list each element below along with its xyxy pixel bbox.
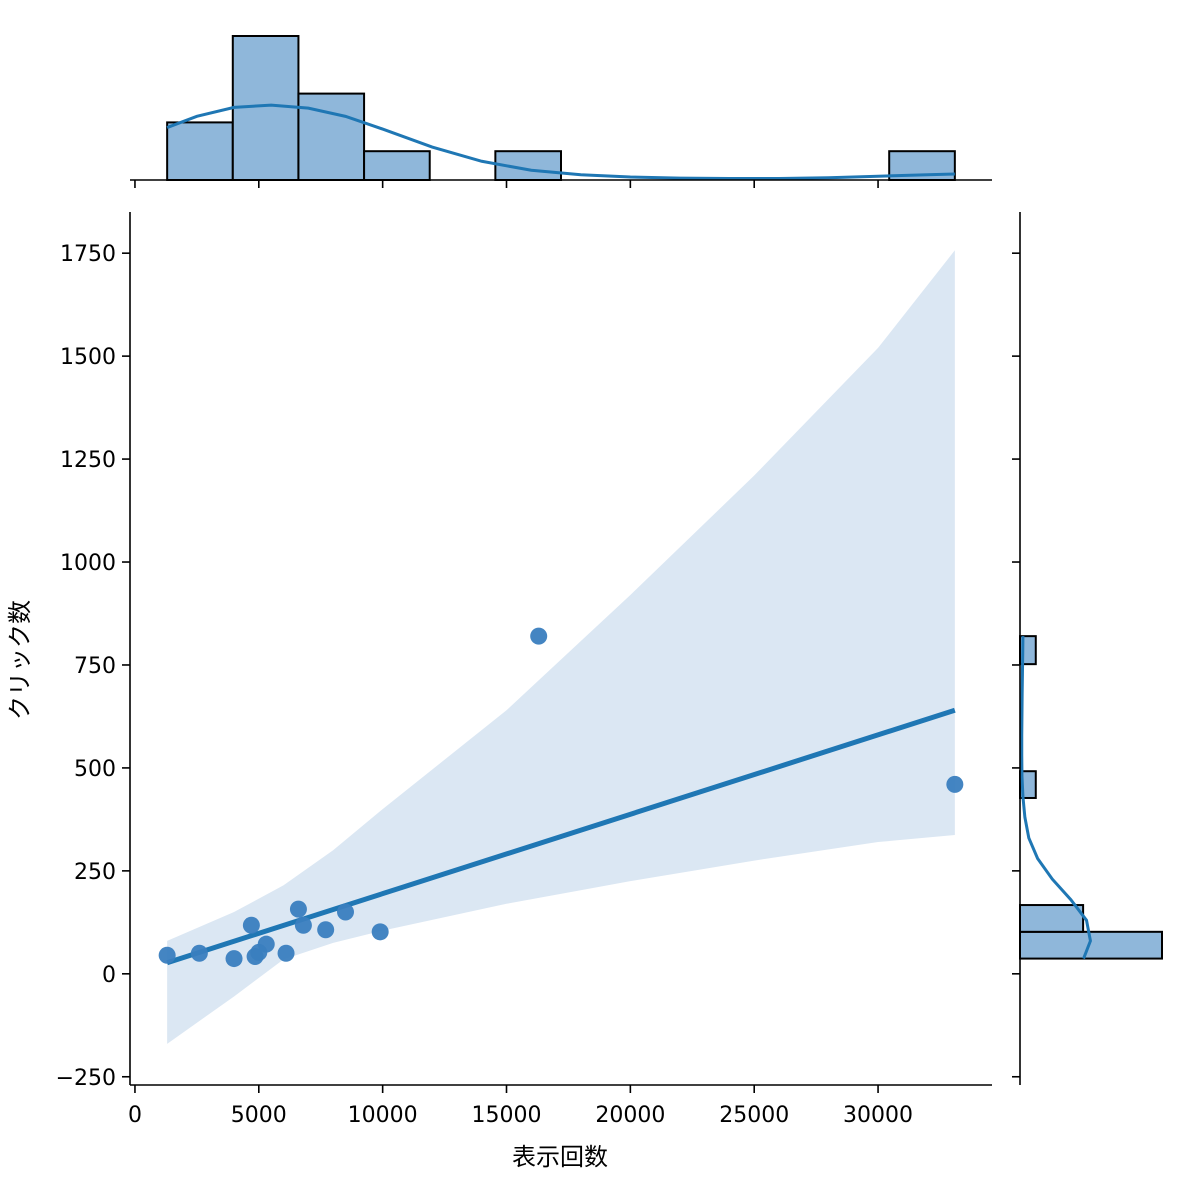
top-histogram-bar (166, 121, 234, 181)
data-point (225, 950, 243, 968)
axes: 0 5000 10000 15000 20000 25000 30000 −250 0 250 50… (56, 179, 1021, 1128)
x-tick-label: 5000 (231, 1103, 287, 1128)
top-marginal-histogram (166, 35, 956, 181)
right-histogram-bar (1019, 930, 1163, 960)
y-tick-label: −250 (56, 1066, 116, 1091)
data-point (242, 916, 260, 934)
data-point (337, 903, 354, 921)
y-tick-label: 1500 (60, 345, 116, 370)
confidence-band (167, 250, 955, 1044)
data-point (371, 923, 389, 941)
right-marginal-histogram (1019, 635, 1163, 960)
x-tick-label: 0 (128, 1103, 142, 1128)
x-tick-label: 20000 (595, 1103, 665, 1128)
x-tick-label: 15000 (472, 1103, 542, 1128)
data-point (317, 921, 335, 939)
y-tick-label: 500 (74, 757, 116, 782)
y-tick-label: 0 (102, 963, 116, 988)
data-point (530, 627, 548, 645)
y-tick-label: 1750 (60, 242, 116, 267)
y-axis-title: クリック数 (6, 600, 34, 720)
data-point (294, 916, 312, 934)
right-kde-curve (1020, 636, 1092, 960)
y-tick-label: 1000 (60, 551, 116, 576)
y-tick-label: 750 (74, 654, 116, 679)
top-histogram-bar (297, 92, 366, 181)
data-point (190, 944, 208, 962)
x-tick-label: 30000 (843, 1103, 913, 1128)
x-tick-label: 25000 (719, 1103, 789, 1128)
data-point (946, 775, 964, 793)
data-point (257, 935, 275, 953)
top-histogram-bar (363, 150, 431, 181)
y-tick-label: 1250 (60, 448, 116, 473)
x-axis-title: 表示回数 (512, 1143, 608, 1171)
y-tick-label: 250 (74, 860, 116, 885)
data-point (158, 946, 176, 964)
data-point (289, 900, 307, 918)
x-tick-label: 10000 (348, 1103, 418, 1128)
main-scatter-plot (158, 250, 964, 1044)
right-histogram-bar (1019, 904, 1085, 933)
data-point (277, 944, 295, 962)
top-kde-curve (166, 103, 955, 181)
